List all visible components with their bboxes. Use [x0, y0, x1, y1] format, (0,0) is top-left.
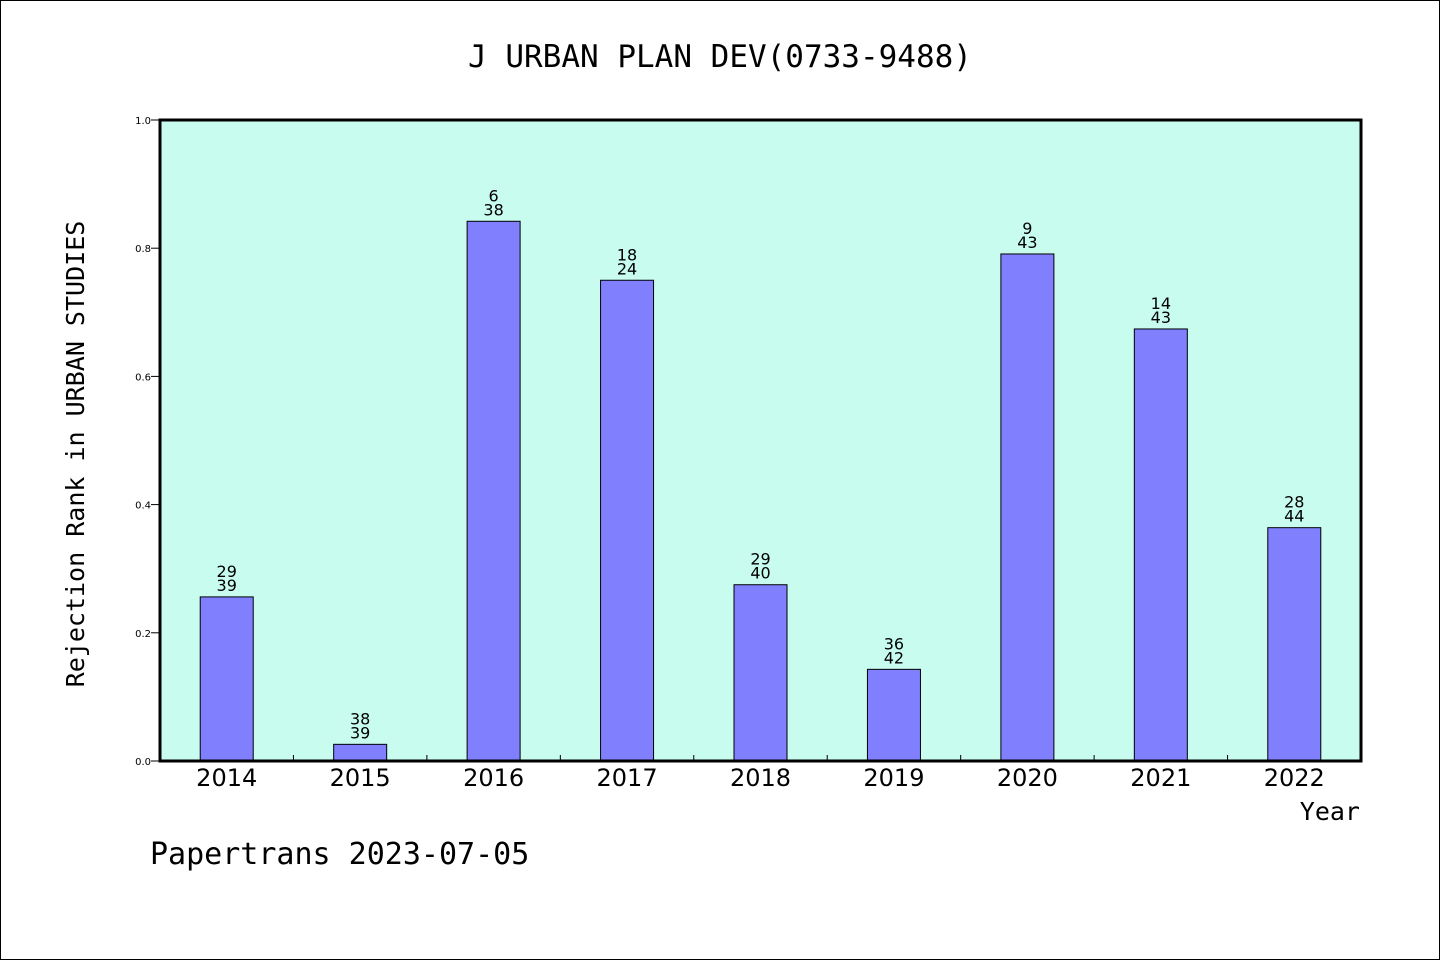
- y-tick-label: 1.0: [135, 116, 151, 127]
- y-tick-label: 0.4: [135, 501, 151, 512]
- bar-label-top: 38: [350, 709, 370, 728]
- bar-2021: [1133, 328, 1188, 762]
- bar-2015: [333, 743, 388, 762]
- y-axis-label: Rejection Rank in URBAN STUDIES: [61, 221, 90, 688]
- bar-label-bottom: 24: [617, 259, 637, 278]
- bar-2020: [1000, 253, 1055, 762]
- bar-label-top: 36: [884, 634, 904, 653]
- x-tick-label: 2022: [1264, 764, 1325, 792]
- bar-2014: [199, 596, 254, 762]
- chart-title: J URBAN PLAN DEV(0733-9488): [468, 39, 972, 75]
- bar-label-top: 29: [217, 562, 237, 581]
- bar-2022: [1267, 527, 1322, 762]
- plot-border: [158, 118, 1363, 763]
- bar-label-bottom: 43: [1017, 233, 1037, 252]
- x-tick-label: 2014: [196, 764, 257, 792]
- bar-label-top: 6: [489, 186, 499, 205]
- x-tick-label: 2020: [997, 764, 1058, 792]
- x-tick-label: 2015: [330, 764, 391, 792]
- bar-label-bottom: 39: [350, 723, 370, 742]
- x-tick-label: 2021: [1130, 764, 1191, 792]
- bar-label-top: 28: [1284, 493, 1304, 512]
- bar-label-bottom: 43: [1151, 308, 1171, 327]
- bar-label-top: 9: [1022, 219, 1032, 238]
- y-tick-label: 0.0: [135, 757, 151, 768]
- y-tick-label: 0.6: [135, 372, 151, 383]
- bar-label-bottom: 38: [483, 200, 503, 219]
- bar-2018: [733, 584, 788, 762]
- x-tick-label: 2016: [463, 764, 524, 792]
- x-tick-label: 2017: [597, 764, 658, 792]
- x-tick-label: 2019: [863, 764, 924, 792]
- footer-credit: Papertrans 2023-07-05: [150, 837, 529, 872]
- y-tick-label: 0.2: [135, 629, 151, 640]
- bar-label-bottom: 40: [750, 564, 770, 583]
- bar-2019: [866, 668, 921, 762]
- bar-label-bottom: 39: [217, 576, 237, 595]
- bar-2017: [600, 279, 655, 762]
- bar-label-top: 18: [617, 245, 637, 264]
- bar-2016: [466, 220, 521, 762]
- bar-label-bottom: 42: [884, 648, 904, 667]
- bar-label-top: 29: [750, 550, 770, 569]
- bar-label-top: 14: [1151, 294, 1171, 313]
- bar-label-bottom: 44: [1284, 507, 1304, 526]
- x-tick-label: 2018: [730, 764, 791, 792]
- y-tick-label: 0.8: [135, 244, 151, 255]
- x-axis-label: Year: [1300, 797, 1360, 826]
